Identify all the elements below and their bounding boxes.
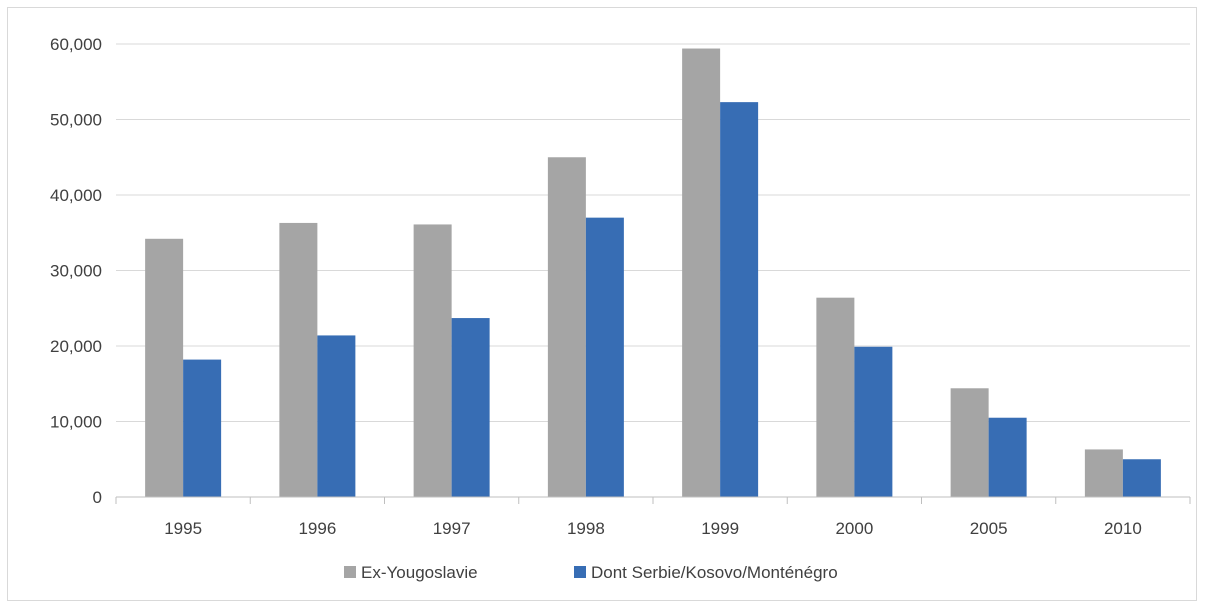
y-tick-label: 50,000 [50, 111, 102, 130]
x-tick-label: 1997 [433, 519, 471, 538]
bar-ex-yougoslavie [145, 238, 184, 498]
bar-serbie-kosovo-montenegro [451, 318, 490, 497]
bar-ex-yougoslavie [1084, 449, 1123, 497]
x-tick-label: 1998 [567, 519, 605, 538]
legend-label: Ex-Yougoslavie [361, 563, 478, 582]
bar-serbie-kosovo-montenegro [720, 102, 759, 497]
y-tick-label: 40,000 [50, 186, 102, 205]
legend-label: Dont Serbie/Kosovo/Monténégro [591, 563, 838, 582]
bar-serbie-kosovo-montenegro [317, 335, 356, 497]
axes [115, 496, 1191, 504]
y-tick-label: 30,000 [50, 262, 102, 281]
x-tick-labels: 1995 1996 1997 1998 1999 2000 2005 2010 [164, 519, 1142, 538]
bar-ex-yougoslavie [682, 48, 721, 497]
y-tick-label: 0 [93, 488, 102, 507]
x-tick-label: 1996 [298, 519, 336, 538]
x-tick-label: 2010 [1104, 519, 1142, 538]
y-tick-label: 60,000 [50, 35, 102, 54]
bar-serbie-kosovo-montenegro [854, 346, 893, 497]
bar-ex-yougoslavie [413, 224, 452, 497]
bar-serbie-kosovo-montenegro [988, 417, 1027, 497]
bar-serbie-kosovo-montenegro [183, 359, 222, 497]
bar-ex-yougoslavie [816, 297, 855, 497]
legend-swatch [344, 566, 356, 578]
gridlines [116, 43, 1190, 422]
x-tick-label: 1999 [701, 519, 739, 538]
bar-serbie-kosovo-montenegro [585, 217, 624, 497]
legend-swatch [574, 566, 586, 578]
bar-ex-yougoslavie [279, 222, 318, 497]
bars [145, 48, 1161, 498]
bar-serbie-kosovo-montenegro [1122, 459, 1161, 497]
x-tick-label: 1995 [164, 519, 202, 538]
x-tick-label: 2000 [835, 519, 873, 538]
y-tick-label: 10,000 [50, 413, 102, 432]
bar-ex-yougoslavie [950, 388, 989, 497]
bar-ex-yougoslavie [547, 157, 586, 497]
y-tick-label: 20,000 [50, 337, 102, 356]
x-tick-label: 2005 [970, 519, 1008, 538]
legend: Ex-Yougoslavie Dont Serbie/Kosovo/Monténé… [344, 563, 838, 582]
y-tick-labels: 0 10,000 20,000 30,000 40,000 50,000 60,000 [50, 35, 102, 507]
